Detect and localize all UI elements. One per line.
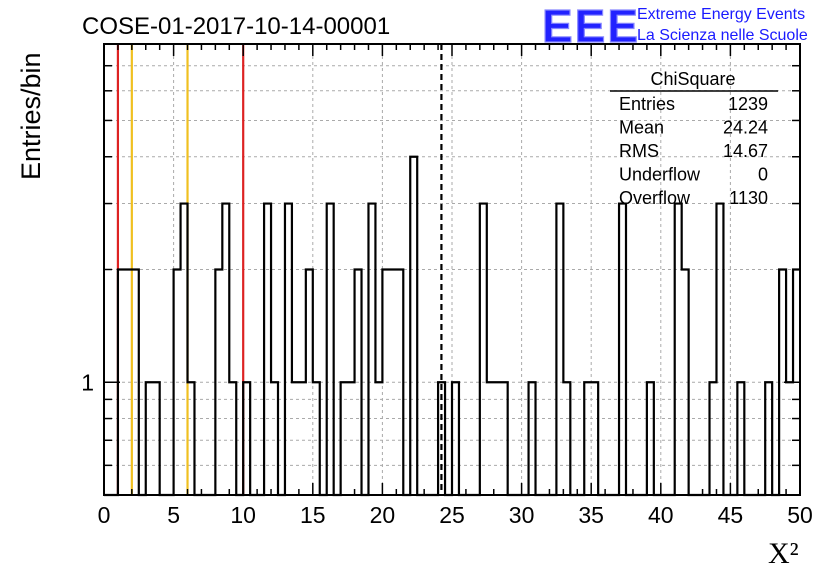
logo-line-2: La Scienza nelle Scuole (637, 27, 808, 44)
stats-label: Underflow (619, 165, 701, 185)
x-tick-label: 5 (167, 502, 180, 528)
stats-rows: Entries 1239 Mean 24.24 RMS 14.67 Underflow 0 Ov… (619, 94, 768, 208)
x-tick-label: 35 (578, 502, 604, 528)
x-tick-label: 40 (648, 502, 674, 528)
stats-label: Mean (619, 118, 664, 138)
y-tick-labels: 1 (81, 369, 94, 395)
x-tick-label: 45 (718, 502, 744, 528)
stats-value: 24.24 (723, 118, 768, 138)
stats-value: 14.67 (723, 141, 768, 161)
stats-value: 0 (758, 165, 768, 185)
y-tick-label: 1 (81, 369, 94, 395)
chart-title: COSE-01-2017-10-14-00001 (82, 13, 390, 40)
stats-label: Entries (619, 94, 675, 114)
stats-label: RMS (619, 141, 659, 161)
stats-value: 1130 (729, 188, 768, 208)
stats-value: 1239 (728, 94, 768, 114)
x-axis-title: X² (768, 537, 799, 570)
stats-label: Overflow (619, 188, 691, 208)
x-tick-label: 20 (370, 502, 396, 528)
x-tick-label: 30 (509, 502, 535, 528)
plot-frame (103, 43, 801, 496)
y-axis-title: Entries/bin (16, 52, 46, 180)
eee-logo: EEE Extreme Energy Events La Scienza nel… (541, 0, 808, 53)
x-tick-label: 15 (300, 502, 326, 528)
x-tick-label: 50 (787, 502, 813, 528)
x-tick-labels: 0 5 10 15 20 25 30 35 40 45 50 (98, 502, 813, 528)
stats-box: ChiSquare Entries 1239 Mean 24.24 RMS 14.67 Un… (610, 69, 778, 208)
histogram-outline (104, 155, 800, 497)
x-tick-label: 25 (439, 502, 465, 528)
stats-title: ChiSquare (650, 69, 735, 89)
eee-logo-mark: EEE (542, 0, 640, 52)
logo-line-1: Extreme Energy Events (637, 6, 805, 23)
x-tick-label: 0 (98, 502, 111, 528)
x-tick-label: 10 (230, 502, 256, 528)
